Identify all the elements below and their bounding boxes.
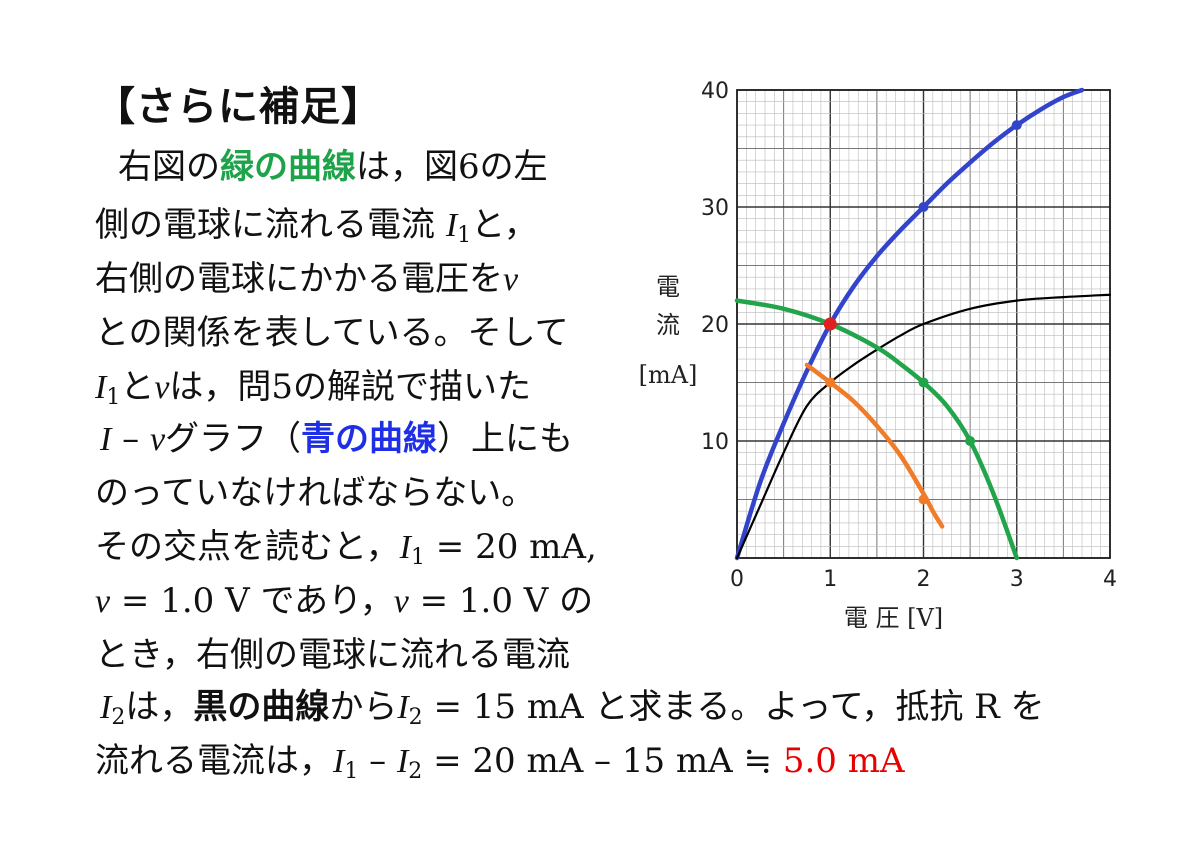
x-tick-label: 2	[917, 567, 931, 592]
data-point	[825, 377, 836, 388]
chart-grid	[736, 89, 1111, 559]
text-line-3: 右側の電球にかかる電圧をv	[95, 259, 519, 299]
data-point	[918, 202, 929, 212]
blue-curve	[734, 87, 1085, 561]
x-axis-label: 電 圧 [V]	[844, 604, 943, 632]
text-line-6: I – vグラフ（青の曲線）上にも	[100, 419, 574, 459]
chart-axes	[736, 89, 1111, 559]
chart-markers	[823, 120, 1022, 505]
green-curve	[734, 298, 1019, 561]
data-point	[965, 436, 976, 446]
text-line-4: との関係を表している。そして	[95, 313, 569, 353]
text-line-2: 側の電球に流れる電流 I1と，	[95, 205, 538, 248]
data-point	[918, 377, 929, 388]
y-tick-label: 40	[701, 79, 729, 104]
x-tick-label: 3	[1010, 567, 1024, 592]
text-line-12: 流れる電流は，I1 – I2 = 20 mA – 15 mA ≒ 5.0 mA	[95, 741, 905, 784]
data-point	[1011, 120, 1022, 131]
y-axis-label: 電	[656, 273, 680, 301]
text-line-5: I1とvは，問5の解説で描いた	[95, 367, 532, 410]
data-point	[918, 494, 929, 505]
y-axis-label: [mA]	[639, 361, 698, 389]
x-tick-label: 4	[1103, 567, 1117, 592]
plot-frame	[736, 89, 1111, 559]
chart-labels: 0 1 2 3 4 10 20 30 40 電 圧 [V] 電流 [mA]	[639, 79, 1117, 632]
text-line-8: その交点を読むと，I1 = 20 mA,	[95, 527, 597, 570]
y-tick-label: 30	[701, 196, 729, 221]
text-line-1: 右図の緑の曲線は，図6の左	[118, 147, 548, 187]
text-line-9: v = 1.0 V であり，v = 1.0 V の	[95, 581, 594, 621]
intersection-point	[823, 317, 837, 331]
page-heading: 【さらに補足】	[95, 84, 382, 130]
x-tick-label: 0	[730, 567, 744, 592]
x-tick-label: 1	[823, 567, 837, 592]
y-tick-label: 20	[701, 313, 729, 338]
text-line-11: I2は，黒の曲線からI2 = 15 mA と求まる。よって，抵抗 R を	[100, 687, 1045, 730]
y-axis-label: 流	[656, 311, 680, 339]
text-line-10: とき，右側の電球に流れる電流	[95, 635, 570, 675]
y-tick-label: 10	[701, 430, 729, 455]
text-line-7: のっていなければならない。	[95, 473, 536, 513]
